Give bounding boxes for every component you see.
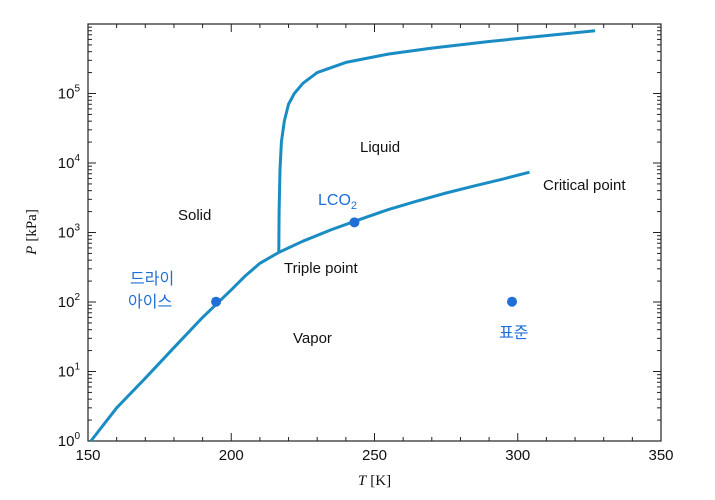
- state-points: [211, 217, 518, 307]
- x-tick-label: 150: [75, 447, 100, 464]
- y-tick-label: 102: [58, 292, 81, 311]
- phase-boundary-line: [277, 29, 596, 253]
- standard-label: 표준: [499, 323, 528, 342]
- x-tick-label: 250: [362, 447, 387, 464]
- y-tick-label: 104: [58, 153, 81, 172]
- phase-boundary-line: [278, 170, 530, 254]
- dry-ice-label: 드라이: [130, 269, 174, 288]
- y-tick-label: 105: [58, 84, 81, 103]
- y-tick-label: 103: [58, 223, 81, 242]
- dry-ice-label: 아이스: [128, 292, 172, 311]
- critical-point-label: Critical point: [543, 177, 626, 194]
- solid-region-label: Solid: [178, 207, 211, 224]
- y-tick-labels: 100 101 102 103 104 105: [58, 84, 81, 451]
- lco2-label: LCO2: [318, 192, 357, 212]
- x-tick-label: 350: [648, 447, 673, 464]
- triple-point-label: Triple point: [284, 260, 358, 277]
- y-axis-label: P[kPa]: [24, 209, 40, 256]
- y-tick-label: 100: [58, 431, 81, 450]
- y-tick-label: 101: [58, 362, 81, 381]
- liquid-region-label: Liquid: [360, 139, 400, 156]
- x-tick-labels: 150 200 250 300 350: [75, 447, 673, 464]
- x-tick-label: 200: [219, 447, 244, 464]
- plot-frame: [87, 23, 662, 442]
- vapor-region-label: Vapor: [293, 330, 332, 347]
- axis-ticks: [87, 24, 662, 442]
- x-axis-label: T [K]: [358, 473, 391, 489]
- x-tick-label: 300: [505, 447, 530, 464]
- state-point: [211, 296, 222, 307]
- phase-boundary-line: [89, 251, 280, 442]
- state-point: [507, 296, 518, 307]
- state-point: [349, 217, 360, 228]
- phase-boundaries: [89, 29, 596, 442]
